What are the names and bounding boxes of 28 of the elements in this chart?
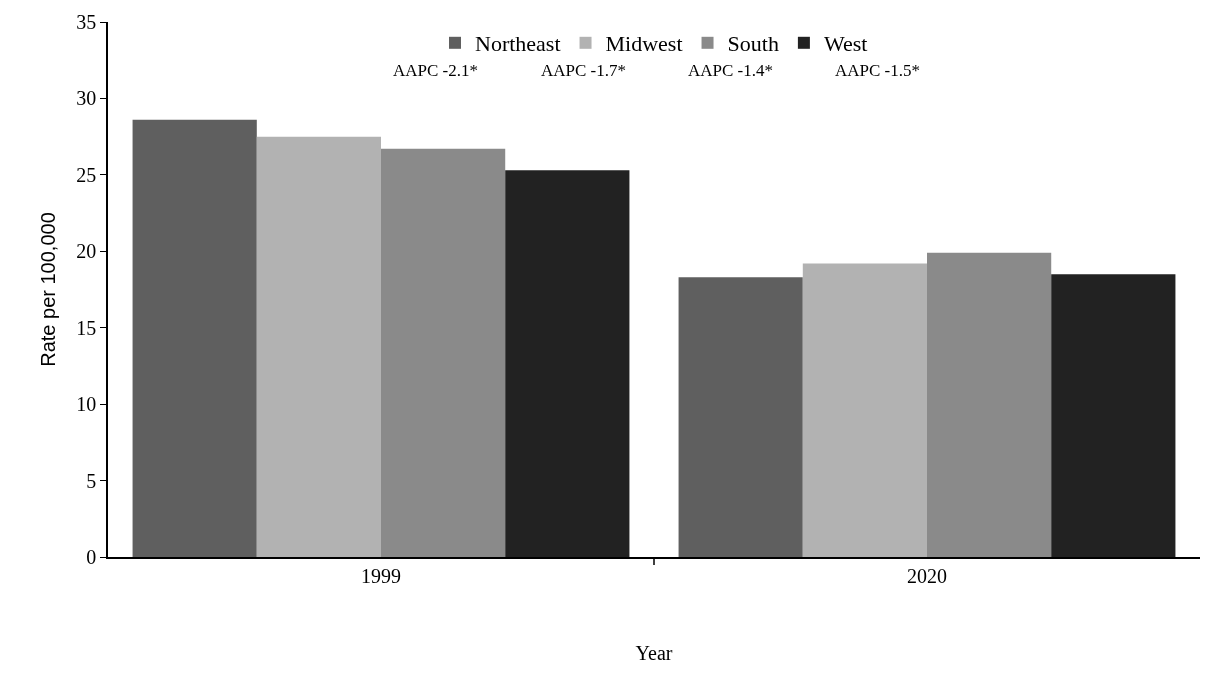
annotation: AAPC -1.5* bbox=[835, 61, 921, 80]
y-axis-title: Rate per 100,000 bbox=[37, 212, 60, 367]
annotation: AAPC -1.7* bbox=[541, 61, 627, 80]
x-tick-label: 1999 bbox=[361, 564, 401, 587]
x-tick-label: 2020 bbox=[907, 564, 947, 587]
y-tick-label: 10 bbox=[76, 393, 97, 416]
annotation: AAPC -2.1* bbox=[393, 61, 479, 80]
legend-label: West bbox=[823, 31, 868, 57]
bar bbox=[802, 263, 927, 557]
y-tick-label: 15 bbox=[76, 316, 97, 339]
legend-label: Midwest bbox=[605, 31, 683, 57]
legend-label: Northeast bbox=[475, 31, 561, 57]
bar bbox=[927, 252, 1052, 557]
y-tick-label: 0 bbox=[86, 546, 97, 568]
bar bbox=[381, 148, 506, 557]
y-tick-label: 5 bbox=[86, 469, 97, 492]
bar bbox=[505, 170, 630, 557]
y-tick-label: 35 bbox=[76, 11, 97, 33]
bar bbox=[132, 119, 257, 557]
legend-label: South bbox=[727, 31, 779, 57]
x-axis-title: Year bbox=[635, 641, 673, 664]
bar bbox=[256, 136, 381, 557]
y-tick-label: 20 bbox=[76, 240, 97, 263]
annotation: AAPC -1.4* bbox=[688, 61, 774, 80]
bar bbox=[678, 277, 803, 557]
bar bbox=[1051, 274, 1176, 557]
y-tick-label: 25 bbox=[76, 163, 97, 186]
y-tick-label: 30 bbox=[76, 87, 97, 110]
